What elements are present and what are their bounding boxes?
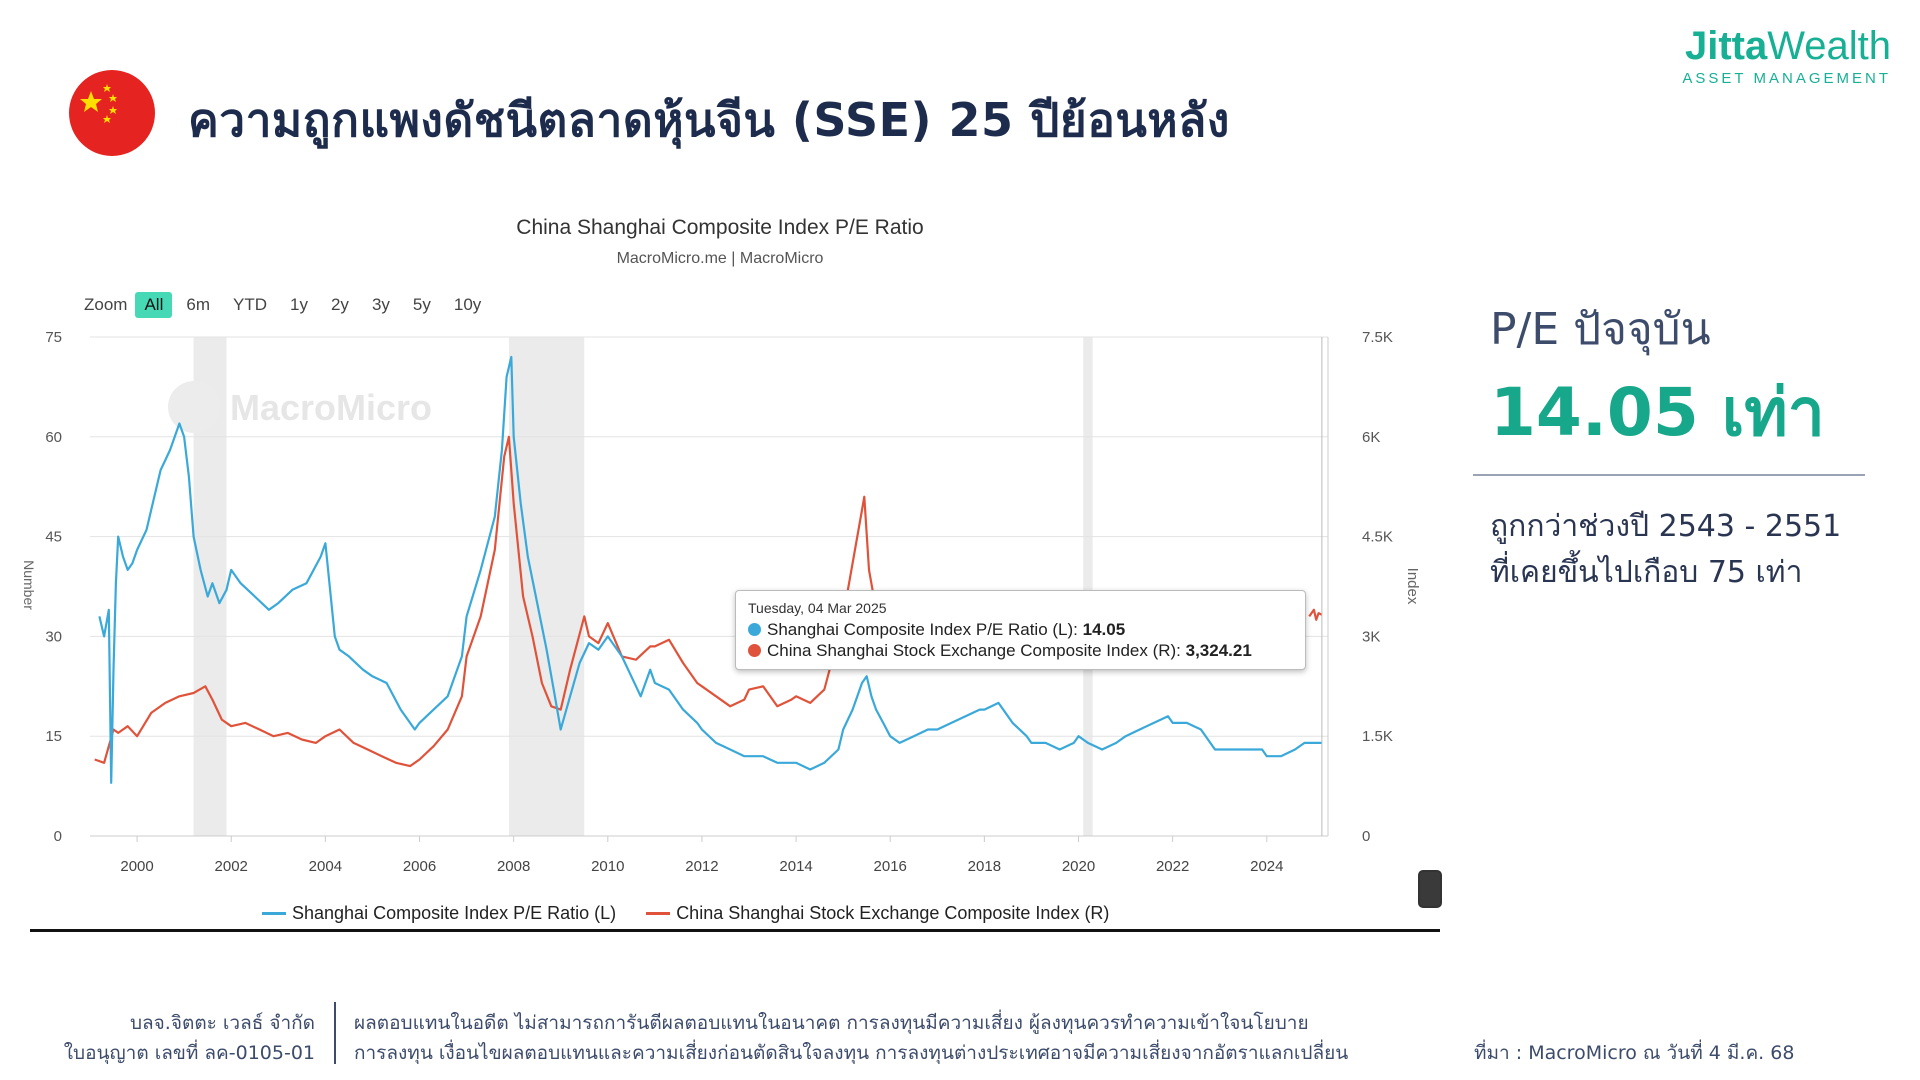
y-left-tick-45: 45 bbox=[45, 529, 62, 546]
x-tick-2012: 2012 bbox=[685, 858, 718, 875]
x-tick-2006: 2006 bbox=[403, 858, 436, 875]
pe-note: ถูกกว่าช่วงปี 2543 - 2551 ที่เคยขึ้นไปเก… bbox=[1490, 504, 1841, 596]
page-title: ความถูกแพงดัชนีตลาดหุ้นจีน (SSE) 25 ปีย้… bbox=[188, 93, 1230, 147]
chart-menu-button[interactable] bbox=[1418, 870, 1442, 908]
tooltip-value-index: 3,324.21 bbox=[1185, 641, 1252, 660]
chart-watermark: MacroMicro bbox=[230, 387, 432, 428]
y-right-tick-3: 4.5K bbox=[1362, 529, 1393, 546]
legend-line-index-icon bbox=[646, 912, 671, 915]
watermark-logo-icon bbox=[168, 381, 220, 433]
tooltip-label-index: China Shanghai Stock Exchange Composite … bbox=[767, 641, 1186, 660]
x-tick-2020: 2020 bbox=[1062, 858, 1095, 875]
footer-disclaimer: ผลตอบแทนในอดีต ไม่สามารถการันตีผลตอบแทนใ… bbox=[354, 1008, 1348, 1068]
logo-sub: ASSET MANAGEMENT bbox=[1682, 70, 1891, 87]
zoom-3y-button[interactable]: 3y bbox=[371, 295, 390, 314]
tooltip-value-pe: 14.05 bbox=[1082, 620, 1126, 639]
chart-tooltip: Tuesday, 04 Mar 2025 Shanghai Composite … bbox=[735, 590, 1306, 670]
footer-company-name: บลจ.จิตตะ เวลธ์ จำกัด bbox=[129, 1012, 315, 1034]
x-tick-2010: 2010 bbox=[591, 858, 624, 875]
zoom-5y-button[interactable]: 5y bbox=[412, 295, 431, 314]
tooltip-label-pe: Shanghai Composite Index P/E Ratio (L): bbox=[767, 620, 1083, 639]
y-left-tick-75: 75 bbox=[45, 329, 62, 346]
y-left-tick-30: 30 bbox=[45, 628, 62, 645]
zoom-2y-button[interactable]: 2y bbox=[330, 295, 349, 314]
x-tick-2004: 2004 bbox=[309, 858, 342, 875]
y-left-tick-15: 15 bbox=[45, 728, 62, 745]
recession-band-1 bbox=[508, 337, 585, 836]
x-tick-2000: 2000 bbox=[120, 858, 153, 875]
footer-disclaimer-line-2: การลงทุน เงื่อนไขผลตอบแทนและความเสี่ยงก่… bbox=[354, 1042, 1349, 1064]
zoom-ytd-button[interactable]: YTD bbox=[233, 295, 267, 314]
zoom-10y-button[interactable]: 10y bbox=[453, 295, 482, 314]
tooltip-date: Tuesday, 04 Mar 2025 bbox=[748, 600, 887, 616]
tooltip-dot-pe-icon bbox=[748, 623, 761, 636]
jitta-wealth-logo: JittaWealth ASSET MANAGEMENT bbox=[1682, 24, 1891, 87]
legend-item-pe[interactable]: Shanghai Composite Index P/E Ratio (L) bbox=[262, 903, 616, 924]
series-line-pe bbox=[98, 355, 1322, 784]
y-left-axis-label: Number bbox=[21, 560, 37, 610]
y-right-tick-5: 7.5K bbox=[1362, 329, 1393, 346]
pe-ratio-chart[interactable]: MacroMicro 0 0 15 1.5K 30 3K 45 4.5K 60 6K 75 7.5K 20… bbox=[0, 0, 1440, 900]
zoom-1y-button[interactable]: 1y bbox=[290, 295, 308, 314]
footer-source: ที่มา : MacroMicro ณ วันที่ 4 มี.ค. 68 bbox=[1474, 1042, 1795, 1064]
x-tick-2022: 2022 bbox=[1156, 858, 1189, 875]
chart-legend: Shanghai Composite Index P/E Ratio (L) C… bbox=[262, 903, 1139, 924]
summary-divider bbox=[1473, 474, 1865, 476]
legend-line-pe-icon bbox=[262, 912, 286, 915]
x-tick-2002: 2002 bbox=[215, 858, 248, 875]
footer-company: บลจ.จิตตะ เวลธ์ จำกัด ใบอนุญาต เลขที่ ลค… bbox=[64, 1008, 315, 1068]
pe-note-line-1: ถูกกว่าช่วงปี 2543 - 2551 bbox=[1490, 509, 1842, 544]
tooltip-row-index: China Shanghai Stock Exchange Composite … bbox=[748, 640, 1293, 661]
chart-title: China Shanghai Composite Index P/E Ratio bbox=[516, 216, 924, 239]
zoom-all-button[interactable]: All bbox=[135, 292, 173, 318]
footer-license: ใบอนุญาต เลขที่ ลค-0105-01 bbox=[63, 1042, 315, 1064]
y-right-tick-2: 3K bbox=[1362, 628, 1380, 645]
legend-label-index: China Shanghai Stock Exchange Composite … bbox=[676, 903, 1110, 923]
y-right-tick-1: 1.5K bbox=[1362, 728, 1393, 745]
recession-band-2 bbox=[1083, 337, 1093, 836]
footer-disclaimer-line-1: ผลตอบแทนในอดีต ไม่สามารถการันตีผลตอบแทนใ… bbox=[354, 1012, 1309, 1034]
zoom-label: Zoom bbox=[84, 295, 128, 314]
china-flag-icon bbox=[69, 70, 155, 156]
series-line-index-tail bbox=[1308, 608, 1323, 621]
footer-divider bbox=[334, 1002, 336, 1064]
logo-primary: Jitta bbox=[1684, 24, 1768, 68]
y-right-tick-0: 0 bbox=[1362, 828, 1370, 845]
zoom-6m-button[interactable]: 6m bbox=[186, 295, 210, 314]
chart-bottom-rule bbox=[30, 929, 1440, 932]
x-tick-2016: 2016 bbox=[874, 858, 907, 875]
y-right-tick-4: 6K bbox=[1362, 429, 1380, 446]
x-tick-2018: 2018 bbox=[968, 858, 1001, 875]
y-left-tick-0: 0 bbox=[54, 828, 62, 845]
chart-subtitle: MacroMicro.me | MacroMicro bbox=[616, 250, 824, 267]
zoom-bar: Zoom All 6m YTD 1y 2y 3y 5y 10y bbox=[84, 290, 495, 320]
legend-item-index[interactable]: China Shanghai Stock Exchange Composite … bbox=[646, 903, 1109, 924]
tooltip-row-pe: Shanghai Composite Index P/E Ratio (L): … bbox=[748, 619, 1293, 640]
pe-note-line-2: ที่เคยขึ้นไปเกือบ 75 เท่า bbox=[1490, 555, 1803, 590]
pe-current-label: P/E ปัจจุบัน bbox=[1490, 304, 1711, 355]
logo-secondary: Wealth bbox=[1767, 24, 1891, 68]
legend-label-pe: Shanghai Composite Index P/E Ratio (L) bbox=[292, 903, 617, 923]
series-line-index bbox=[94, 435, 896, 768]
x-tick-2008: 2008 bbox=[497, 858, 530, 875]
tooltip-dot-index-icon bbox=[748, 644, 761, 657]
y-right-axis-label: Index bbox=[1404, 568, 1421, 605]
pe-current-value: 14.05 เท่า bbox=[1490, 374, 1825, 451]
y-left-tick-60: 60 bbox=[45, 429, 62, 446]
x-tick-2014: 2014 bbox=[779, 858, 812, 875]
x-tick-2024: 2024 bbox=[1250, 858, 1283, 875]
